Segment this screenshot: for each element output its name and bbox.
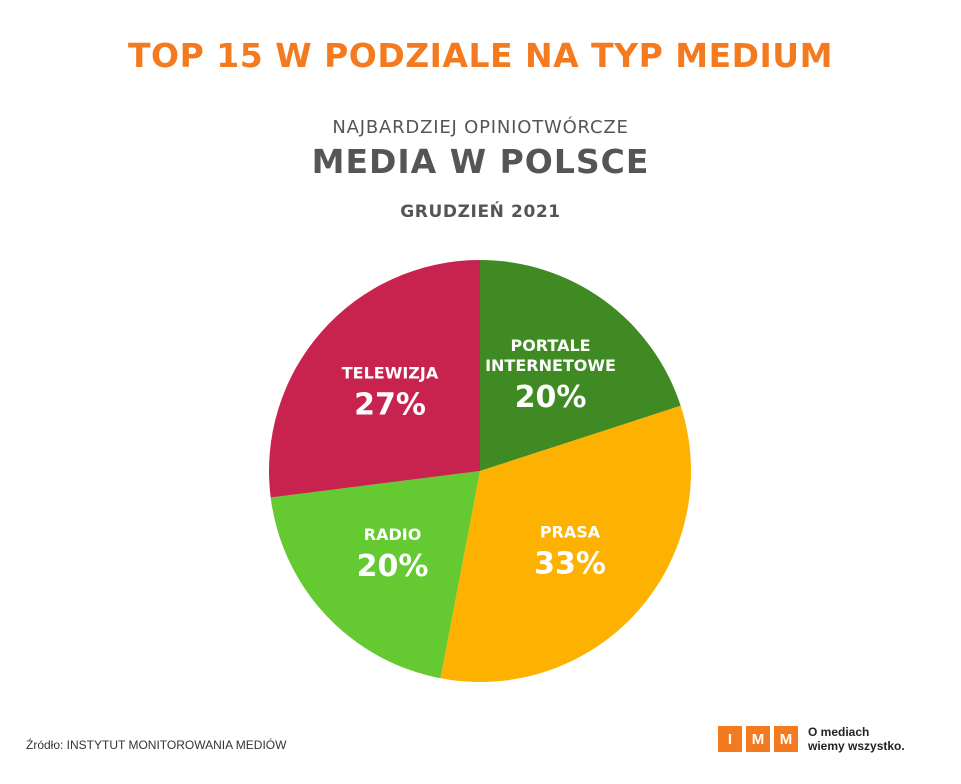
- slice-label-portale: PORTALE: [510, 336, 590, 355]
- slice-value-prasa: 33%: [534, 546, 606, 581]
- imm-logo: I M M O mediach wiemy wszystko.: [718, 725, 905, 753]
- page-title: TOP 15 W PODZIALE NA TYP MEDIUM: [128, 36, 833, 75]
- logo-letter-m1: M: [746, 726, 770, 752]
- slice-label-prasa: PRASA: [540, 522, 601, 541]
- slice-value-telewizja: 27%: [354, 388, 426, 423]
- slice-label-radio: RADIO: [364, 525, 422, 544]
- pie-slice-portale: [480, 260, 681, 471]
- logo-tagline-line2: wiemy wszystko.: [808, 739, 905, 753]
- slice-value-radio: 20%: [357, 549, 429, 584]
- slice-value-portale: 20%: [515, 380, 587, 415]
- chart-subtitle-small: NAJBARDZIEJ OPINIOTWÓRCZE: [332, 117, 629, 138]
- pie-slice-radio: [270, 471, 480, 679]
- slice-label-telewizja: TELEWIZJA: [342, 364, 439, 383]
- logo-tagline: O mediach wiemy wszystko.: [808, 725, 905, 753]
- logo-tagline-line1: O mediach: [808, 725, 870, 739]
- source-note: Źródło: INSTYTUT MONITOROWANIA MEDIÓW: [26, 738, 287, 752]
- logo-letter-m2: M: [774, 726, 798, 752]
- pie-slice-telewizja: [268, 260, 480, 498]
- pie-slice-prasa: [440, 405, 692, 683]
- chart-date: GRUDZIEŃ 2021: [400, 202, 561, 222]
- logo-letter-i: I: [718, 726, 742, 752]
- slice-label-portale: INTERNETOWE: [485, 356, 616, 375]
- chart-subtitle-big: MEDIA W POLSCE: [311, 142, 650, 181]
